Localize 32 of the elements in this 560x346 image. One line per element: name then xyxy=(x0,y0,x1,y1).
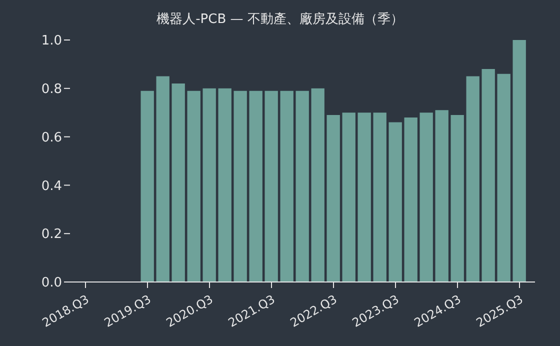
y-tick-label: 1.0 xyxy=(41,34,62,49)
bar xyxy=(404,117,418,282)
bar xyxy=(388,122,402,282)
y-tick-label: 0.4 xyxy=(41,178,62,194)
bar xyxy=(202,88,216,282)
bar xyxy=(450,115,464,282)
bar xyxy=(512,40,526,282)
bar xyxy=(373,112,386,282)
bar xyxy=(264,90,278,282)
bar xyxy=(234,90,247,282)
bar xyxy=(497,74,510,282)
y-tick-label: 0.8 xyxy=(41,82,62,98)
bar xyxy=(420,112,433,282)
bar xyxy=(156,76,170,282)
bar xyxy=(435,110,448,282)
y-tick-label: 0.6 xyxy=(41,130,62,146)
bar xyxy=(187,90,200,282)
y-tick-label: 0.0 xyxy=(41,276,62,291)
bar xyxy=(280,90,294,282)
y-tick-label: 0.2 xyxy=(41,227,62,242)
bar xyxy=(296,90,309,282)
bar xyxy=(326,115,340,282)
bar xyxy=(482,69,495,282)
bar xyxy=(172,84,185,282)
bar xyxy=(358,112,371,282)
chart-title: 機器人-PCB — 不動產、廠房及設備（季） xyxy=(156,11,404,28)
bar xyxy=(249,90,262,282)
bar xyxy=(218,88,232,282)
bar xyxy=(311,88,324,282)
bar xyxy=(140,90,154,282)
bar xyxy=(466,76,480,282)
bar xyxy=(342,112,356,282)
